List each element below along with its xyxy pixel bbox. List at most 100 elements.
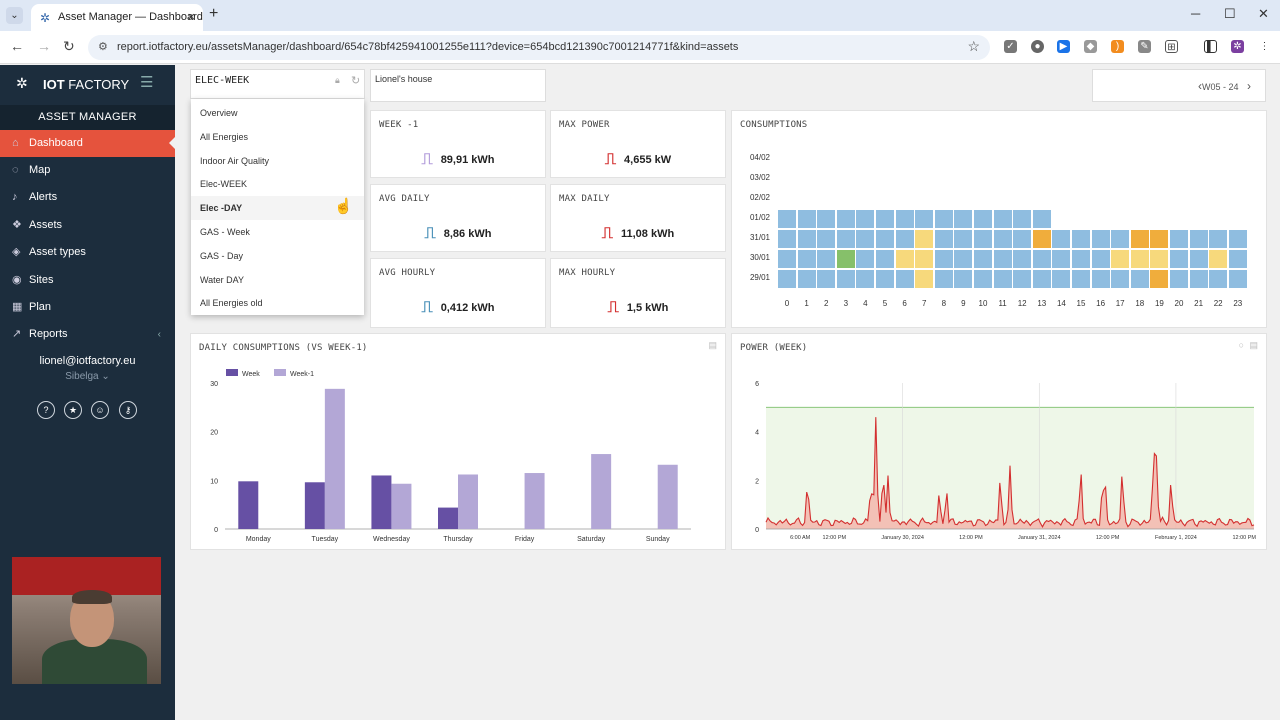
menu-dots-icon[interactable]: ⋮	[1258, 40, 1271, 53]
user-org[interactable]: Sibelga ⌄	[65, 371, 110, 382]
heatmap-cell[interactable]	[1130, 270, 1149, 288]
dashboard-select[interactable]: ELEC-WEEK 🔒︎ ↻	[190, 69, 365, 99]
close-tab-icon[interactable]: ×	[187, 9, 195, 24]
heatmap-cell[interactable]	[1150, 250, 1169, 268]
heatmap-cell[interactable]	[1072, 230, 1090, 248]
heatmap-cell[interactable]	[856, 210, 875, 228]
dropdown-option[interactable]: All Energies old	[200, 298, 263, 309]
maximize-icon[interactable]: ☐	[1224, 6, 1236, 21]
heatmap-cell[interactable]	[856, 250, 875, 268]
heatmap-cell[interactable]	[856, 270, 875, 288]
heatmap-cell[interactable]	[1072, 270, 1090, 288]
sidebar-item-sites[interactable]: ◉ Sites	[0, 267, 175, 294]
extension-icon[interactable]: ◆	[1084, 40, 1097, 53]
prev-week-icon[interactable]: ‹	[1197, 79, 1202, 93]
site-info-icon[interactable]: ⚙	[98, 41, 108, 53]
heatmap-cell[interactable]	[954, 270, 973, 288]
heatmap-cell[interactable]	[954, 230, 973, 248]
heatmap-cell[interactable]	[817, 270, 836, 288]
heatmap-cell[interactable]	[1013, 230, 1032, 248]
hamburger-icon[interactable]: ☰	[140, 74, 154, 91]
heatmap-cell[interactable]	[1209, 230, 1228, 248]
extension-icon[interactable]: ✓	[1004, 40, 1017, 53]
heatmap-cell[interactable]	[895, 230, 914, 248]
chart-menu-icon[interactable]: ▤	[1249, 340, 1258, 350]
dropdown-option[interactable]: Elec -DAY	[191, 196, 364, 221]
heatmap-cell[interactable]	[1013, 210, 1032, 228]
sidebar-item-map[interactable]: ◌ Map	[0, 157, 175, 184]
heatmap-cell[interactable]	[934, 230, 953, 248]
heatmap-cell[interactable]	[1052, 270, 1071, 288]
heatmap-cell[interactable]	[993, 210, 1012, 228]
heatmap-cell[interactable]	[1052, 230, 1071, 248]
heatmap-cell[interactable]	[954, 250, 973, 268]
heatmap-cell[interactable]	[1130, 230, 1149, 248]
heatmap-cell[interactable]	[876, 230, 894, 248]
sidebar-item-asset-types[interactable]: ◈ Asset types	[0, 239, 175, 266]
help-icon[interactable]: ?	[37, 401, 55, 419]
heatmap-cell[interactable]	[915, 270, 934, 288]
heatmap-cell[interactable]	[1189, 250, 1208, 268]
heatmap-cell[interactable]	[895, 250, 914, 268]
heatmap-cell[interactable]	[817, 230, 836, 248]
dropdown-option[interactable]: Water DAY	[200, 274, 245, 285]
heatmap-cell[interactable]	[915, 250, 934, 268]
key-icon[interactable]: ⚷	[119, 401, 137, 419]
heatmap-cell[interactable]	[934, 270, 953, 288]
heatmap-cell[interactable]	[974, 270, 992, 288]
heatmap-cell[interactable]	[1189, 230, 1208, 248]
heatmap-cell[interactable]	[797, 210, 816, 228]
profile-icon[interactable]: ✲	[1231, 40, 1244, 53]
heatmap-cell[interactable]	[993, 230, 1012, 248]
heatmap-cell[interactable]	[1170, 230, 1188, 248]
heatmap-cell[interactable]	[1032, 270, 1051, 288]
heatmap-cell[interactable]	[797, 230, 816, 248]
heatmap-cell[interactable]	[1111, 250, 1130, 268]
heatmap-cell[interactable]	[778, 230, 796, 248]
minimize-icon[interactable]: ─	[1191, 6, 1201, 21]
heatmap-cell[interactable]	[876, 210, 894, 228]
sidebar-item-alerts[interactable]: ♪ Alerts	[0, 184, 175, 211]
forward-icon[interactable]: →	[37, 38, 51, 54]
heatmap-cell[interactable]	[1228, 270, 1247, 288]
heatmap-cell[interactable]	[1032, 230, 1051, 248]
bookmark-star-icon[interactable]: ☆	[967, 38, 980, 54]
heatmap-cell[interactable]	[974, 210, 992, 228]
heatmap-cell[interactable]	[1111, 230, 1130, 248]
extension-icon[interactable]: ✎	[1138, 40, 1151, 53]
heatmap-cell[interactable]	[1150, 230, 1169, 248]
sidebar-item-assets[interactable]: ❖ Assets	[0, 212, 175, 239]
heatmap-cell[interactable]	[1032, 250, 1051, 268]
heatmap-cell[interactable]	[836, 230, 855, 248]
heatmap-cell[interactable]	[856, 230, 875, 248]
heatmap-cell[interactable]	[1189, 270, 1208, 288]
puzzle-icon[interactable]: ⊞	[1165, 40, 1178, 53]
next-week-icon[interactable]: ›	[1247, 79, 1251, 93]
extension-icon[interactable]: ▶	[1057, 40, 1070, 53]
heatmap-cell[interactable]	[876, 250, 894, 268]
user-icon[interactable]: ☺	[91, 401, 109, 419]
heatmap-cell[interactable]	[974, 230, 992, 248]
address-bar[interactable]: ⚙ report.iotfactory.eu/assetsManager/das…	[88, 35, 990, 60]
asset-select[interactable]: Lionel's house	[370, 69, 546, 102]
heatmap-cell[interactable]	[1052, 250, 1071, 268]
heatmap-cell[interactable]	[1032, 210, 1051, 228]
heatmap-cell[interactable]	[1013, 270, 1032, 288]
heatmap-cell[interactable]	[778, 210, 796, 228]
heatmap-cell[interactable]	[915, 210, 934, 228]
dropdown-option[interactable]: Overview	[200, 108, 238, 118]
refresh-icon[interactable]: ↻	[351, 75, 361, 87]
chart-menu-icon[interactable]: ▤	[708, 340, 717, 350]
lock-icon[interactable]: 🔒︎	[335, 75, 340, 85]
heatmap-cell[interactable]	[993, 250, 1012, 268]
heatmap-cell[interactable]	[817, 210, 836, 228]
tab-search-icon[interactable]: ⌄	[6, 7, 23, 24]
reset-zoom-icon[interactable]: ○	[1238, 340, 1244, 350]
close-window-icon[interactable]: ✕	[1258, 6, 1269, 21]
dropdown-option[interactable]: Indoor Air Quality	[200, 155, 270, 166]
heatmap-cell[interactable]	[1091, 250, 1110, 268]
heatmap-cell[interactable]	[797, 250, 816, 268]
heatmap-cell[interactable]	[1091, 230, 1110, 248]
heatmap-cell[interactable]	[817, 250, 836, 268]
new-tab-icon[interactable]: +	[209, 5, 219, 22]
